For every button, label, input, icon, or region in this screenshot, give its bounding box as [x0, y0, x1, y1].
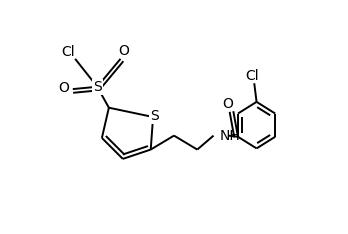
Text: S: S [150, 109, 159, 123]
Text: S: S [93, 80, 102, 94]
Text: Cl: Cl [61, 45, 75, 59]
Text: O: O [119, 44, 129, 58]
Text: O: O [58, 81, 69, 95]
Text: Cl: Cl [245, 69, 259, 83]
Text: NH: NH [219, 129, 240, 143]
Text: O: O [222, 97, 233, 111]
